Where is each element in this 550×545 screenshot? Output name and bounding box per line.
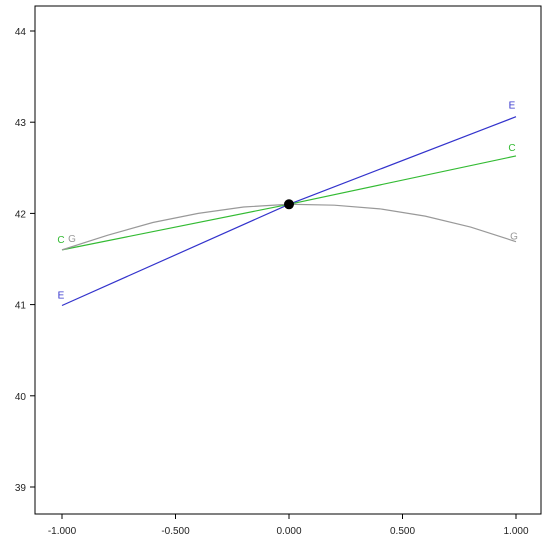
y-axis-ticks: 39 40 41 42 43 44	[15, 27, 35, 494]
series-label-g-right: G	[510, 232, 518, 243]
center-point	[284, 199, 294, 210]
y-tick-label: 42	[15, 209, 27, 220]
series-label-g-left: G	[68, 234, 76, 245]
series-label-c-right: C	[508, 143, 515, 154]
x-tick-label: 1.000	[503, 526, 528, 537]
series-label-e-left: E	[58, 291, 65, 302]
x-axis-ticks: -1.000 -0.500 0.000 0.500 1.000	[48, 514, 529, 537]
x-tick-label: -1.000	[48, 526, 77, 537]
y-tick-label: 44	[15, 27, 27, 38]
x-tick-label: 0.500	[390, 526, 415, 537]
series-line-e	[61, 116, 517, 307]
x-tick-label: -0.500	[161, 526, 190, 537]
series-label-c-left: C	[57, 235, 64, 246]
x-tick-label: 0.000	[276, 526, 301, 537]
series-label-e-right: E	[509, 101, 516, 112]
series-lines	[61, 116, 517, 307]
plot-frame	[34, 5, 542, 515]
y-tick-label: 43	[15, 118, 27, 129]
y-tick-label: 40	[15, 392, 27, 403]
y-tick-label: 39	[15, 483, 27, 494]
y-tick-label: 41	[15, 301, 27, 312]
axes	[34, 5, 542, 515]
series-line-g	[61, 203, 517, 251]
center-point-layer	[284, 199, 294, 210]
